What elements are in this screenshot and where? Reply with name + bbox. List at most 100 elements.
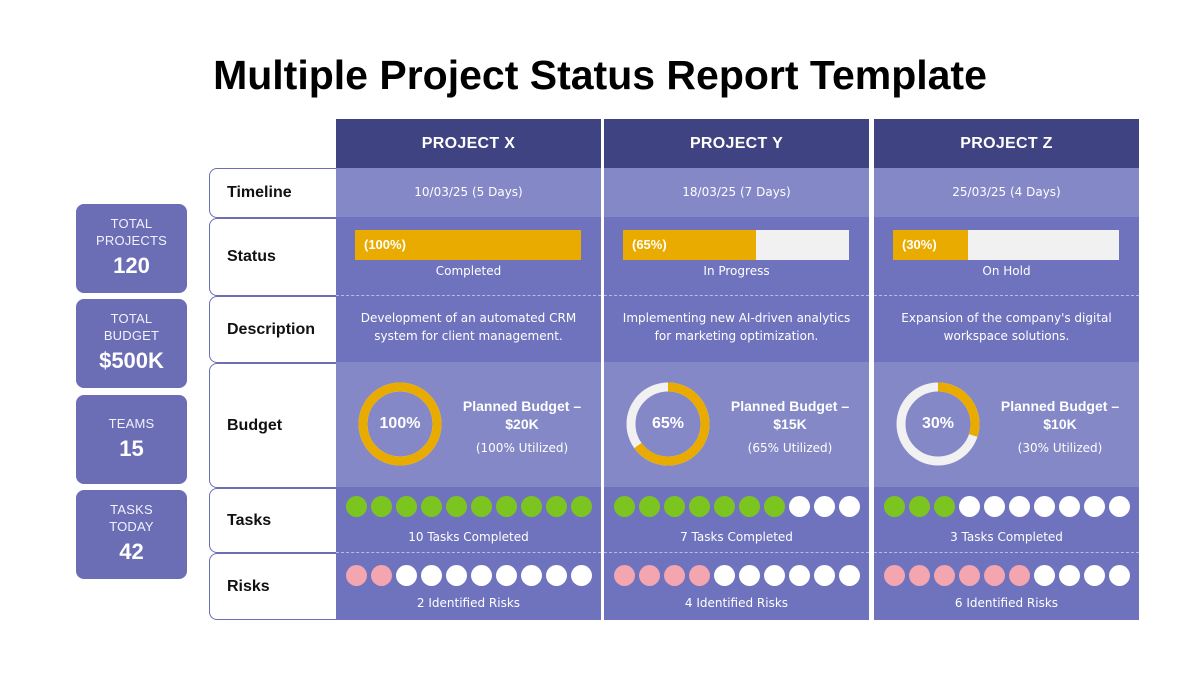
task-dot	[958, 496, 980, 517]
project-column: PROJECT X 10/03/25 (5 Days) (100%) Compl…	[336, 119, 601, 620]
status-progress-bar: (65%)	[623, 230, 849, 260]
risk-dot	[933, 565, 955, 586]
task-dot	[983, 496, 1005, 517]
budget-donut: 30%	[895, 381, 981, 467]
timeline-cell: 25/03/25 (4 Days)	[874, 168, 1139, 217]
budget-utilized: (65% Utilized)	[747, 441, 833, 455]
task-dot	[933, 496, 955, 517]
risk-dot	[883, 565, 905, 586]
stat-card-tasks-today: TASKS TODAY 42	[76, 490, 187, 579]
budget-title: Planned Budget – $10K	[1000, 398, 1120, 432]
task-dot	[688, 496, 710, 517]
description-cell: Expansion of the company's digital works…	[874, 295, 1139, 362]
row-label-budget: Budget	[209, 363, 336, 488]
project-name: PROJECT X	[336, 119, 601, 168]
budget-percent: 30%	[921, 415, 955, 432]
task-dot	[638, 496, 660, 517]
risk-dot	[788, 565, 810, 586]
risk-dot	[983, 565, 1005, 586]
risks-text: 4 Identified Risks	[684, 596, 789, 610]
tasks-text: 7 Tasks Completed	[680, 530, 793, 544]
timeline-text: 10/03/25 (5 Days)	[414, 185, 523, 199]
budget-percent: 65%	[651, 415, 685, 432]
status-percent: (100%)	[364, 237, 406, 252]
stat-value: $500K	[99, 348, 164, 373]
stat-label: TASKS TODAY	[109, 502, 154, 534]
risks-dots	[604, 565, 869, 586]
task-dot	[370, 496, 392, 517]
task-dot	[713, 496, 735, 517]
risk-dot	[545, 565, 567, 586]
description-cell: Development of an automated CRM system f…	[336, 295, 601, 362]
timeline-text: 18/03/25 (7 Days)	[682, 185, 791, 199]
status-percent: (30%)	[902, 237, 937, 252]
budget-cell	[604, 362, 869, 487]
budget-donut: 65%	[625, 381, 711, 467]
status-progress-fill	[893, 230, 968, 260]
risk-dot	[1033, 565, 1055, 586]
row-label-tasks: Tasks	[209, 488, 336, 553]
task-dot	[738, 496, 760, 517]
status-text: Completed	[435, 264, 502, 278]
risk-dot	[370, 565, 392, 586]
timeline-cell: 10/03/25 (5 Days)	[336, 168, 601, 217]
stat-card-total-budget: TOTAL BUDGET $500K	[76, 299, 187, 388]
risks-dots	[874, 565, 1139, 586]
task-dot	[908, 496, 930, 517]
stat-value: 120	[113, 253, 150, 278]
risk-dot	[520, 565, 542, 586]
tasks-dots	[874, 496, 1139, 517]
task-dot	[1083, 496, 1105, 517]
risks-cell	[874, 552, 1139, 620]
tasks-text: 3 Tasks Completed	[950, 530, 1063, 544]
task-dot	[395, 496, 417, 517]
stat-card-total-projects: TOTAL PROJECTS 120	[76, 204, 187, 293]
budget-percent: 100%	[379, 415, 421, 432]
description-text: Expansion of the company's digital works…	[901, 311, 1112, 343]
task-dot	[495, 496, 517, 517]
budget-utilized: (30% Utilized)	[1017, 441, 1103, 455]
task-dot	[838, 496, 860, 517]
description-text: Development of an automated CRM system f…	[360, 311, 577, 343]
risk-dot	[445, 565, 467, 586]
risk-dot	[495, 565, 517, 586]
page-title: Multiple Project Status Report Template	[213, 52, 987, 98]
project-column: PROJECT Y 18/03/25 (7 Days) (65%) In Pro…	[604, 119, 869, 620]
risk-dot	[738, 565, 760, 586]
budget-cell	[874, 362, 1139, 487]
task-dot	[1108, 496, 1130, 517]
stat-label: TEAMS	[108, 416, 155, 431]
project-name: PROJECT Z	[874, 119, 1139, 168]
row-label-risks: Risks	[209, 553, 336, 620]
risk-dot	[613, 565, 635, 586]
task-dot	[345, 496, 367, 517]
risk-dot	[1008, 565, 1030, 586]
row-label-timeline: Timeline	[209, 168, 336, 218]
risk-dot	[638, 565, 660, 586]
task-dot	[520, 496, 542, 517]
project-name: PROJECT Y	[604, 119, 869, 168]
risk-dot	[763, 565, 785, 586]
risk-dot	[345, 565, 367, 586]
status-text: On Hold	[982, 264, 1031, 278]
budget-cell	[336, 362, 601, 487]
row-label-description: Description	[209, 296, 336, 363]
status-progress-fill	[623, 230, 757, 260]
risks-dots	[336, 565, 601, 586]
risk-dot	[470, 565, 492, 586]
timeline-cell: 18/03/25 (7 Days)	[604, 168, 869, 217]
risks-text: 2 Identified Risks	[416, 596, 521, 610]
status-progress-bar: (30%)	[893, 230, 1119, 260]
risks-cell	[336, 552, 601, 620]
task-dot	[613, 496, 635, 517]
stat-label: TOTAL PROJECTS	[96, 216, 167, 248]
status-progress-fill	[355, 230, 581, 260]
risk-dot	[813, 565, 835, 586]
task-dot	[1058, 496, 1080, 517]
risk-dot	[1108, 565, 1130, 586]
task-dot	[420, 496, 442, 517]
timeline-text: 25/03/25 (4 Days)	[952, 185, 1061, 199]
task-dot	[763, 496, 785, 517]
status-progress-bar: (100%)	[355, 230, 581, 260]
task-dot	[663, 496, 685, 517]
